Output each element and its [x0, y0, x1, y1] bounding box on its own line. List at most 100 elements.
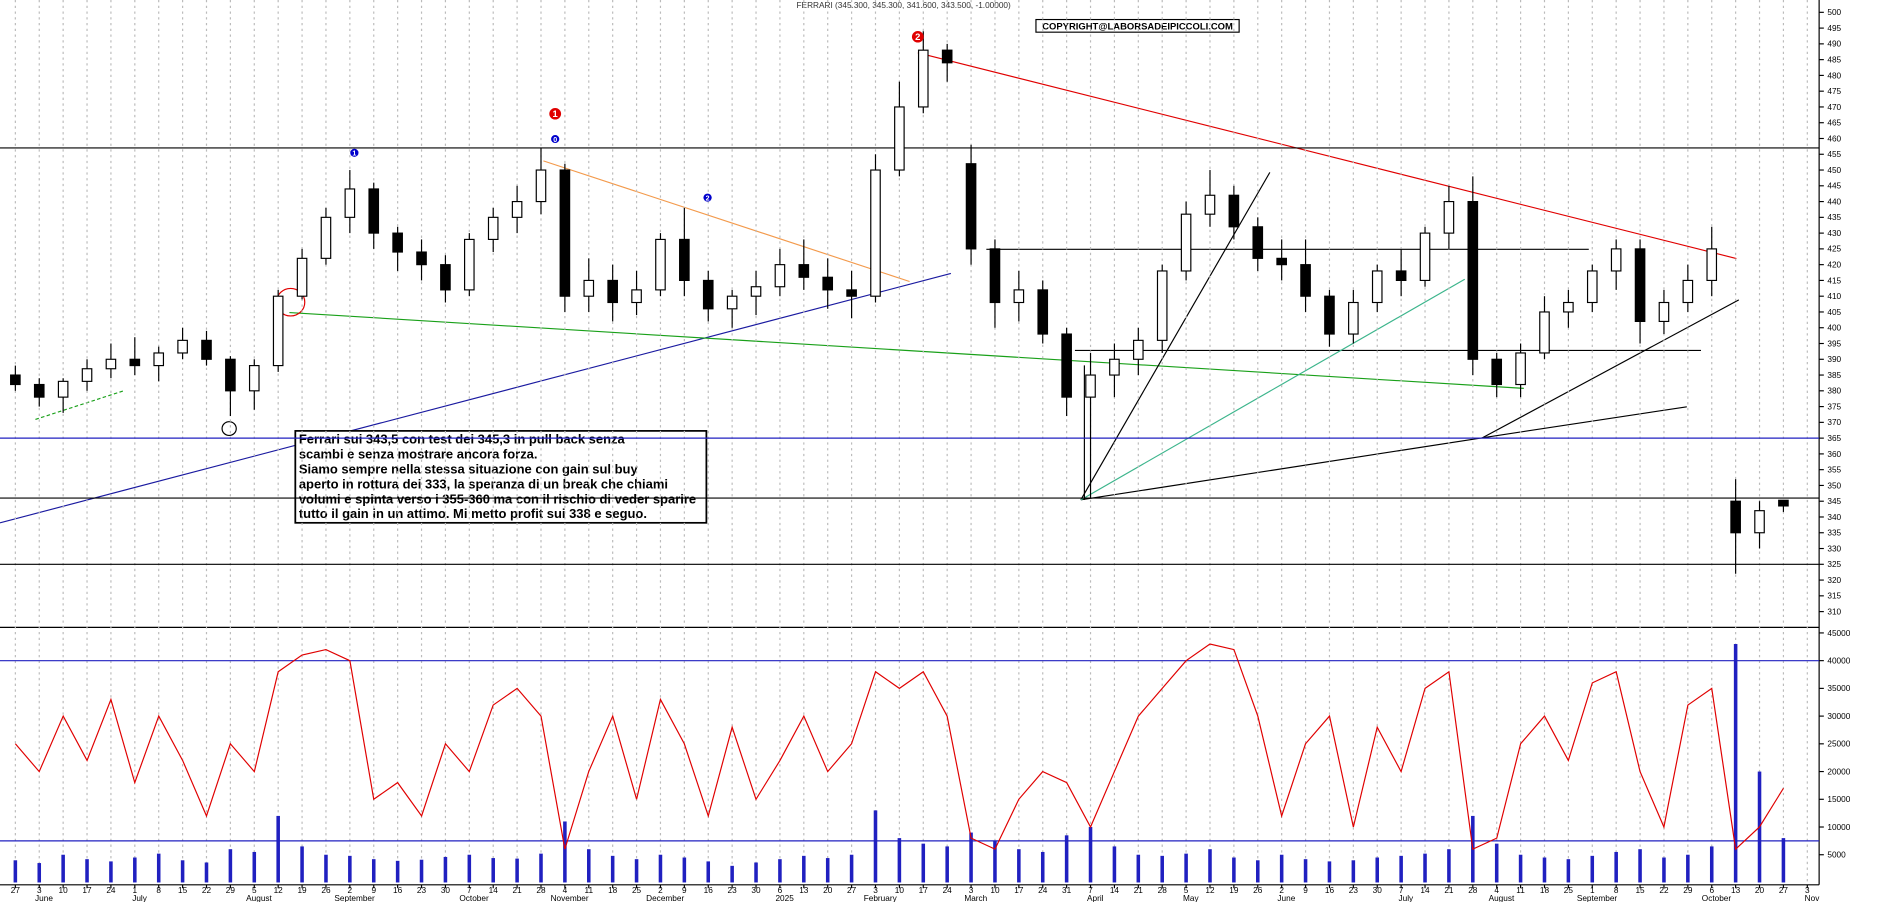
month-label: June — [1277, 894, 1295, 902]
marker-dot — [911, 31, 924, 43]
candle-body — [1467, 200, 1479, 360]
month-label: November — [551, 894, 589, 902]
candle-body — [248, 365, 260, 392]
y-tick-label: 415 — [1827, 276, 1841, 285]
x-tick-label: 21 — [1444, 886, 1454, 895]
x-tick-label: 7 — [1088, 886, 1093, 895]
volume-bar — [802, 855, 806, 883]
y-tick-label: 365 — [1827, 434, 1841, 443]
month-label: August — [1489, 894, 1515, 902]
x-tick-label: 23 — [728, 886, 738, 895]
candle-body — [464, 238, 475, 291]
volume-bar — [395, 860, 400, 883]
x-tick-label: 4 — [563, 886, 568, 895]
candle-body — [1491, 358, 1503, 386]
candle-body — [822, 276, 834, 291]
y2-tick-label: 45000 — [1827, 629, 1850, 638]
candle-body — [33, 383, 45, 398]
y-tick-label: 420 — [1827, 261, 1841, 270]
volume-bar — [348, 855, 352, 883]
y-tick-label: 350 — [1827, 481, 1841, 490]
y-tick-label: 315 — [1827, 592, 1841, 601]
trend-line — [289, 311, 1524, 389]
volume-bar — [1542, 857, 1547, 883]
candle-body — [1085, 374, 1096, 398]
x-tick-label: 31 — [1062, 886, 1072, 895]
x-tick-label: 22 — [202, 886, 212, 895]
candle-body — [1252, 226, 1264, 259]
candle-body — [679, 238, 690, 281]
candle-body — [487, 216, 499, 240]
x-tick-label: 15 — [1635, 886, 1645, 895]
x-tick-label: 18 — [608, 886, 618, 895]
annotation-line: aperto in rottura dei 333, la speranza d… — [299, 477, 668, 492]
candle-body — [368, 188, 380, 234]
x-tick-label: 12 — [274, 886, 284, 895]
volume-bar — [156, 853, 161, 883]
candle-body — [726, 295, 738, 310]
y-tick-label: 455 — [1827, 150, 1841, 159]
marker-dot — [703, 193, 712, 202]
x-tick-label: 30 — [1373, 886, 1383, 895]
y2-tick-label: 35000 — [1827, 684, 1850, 693]
volume-bar — [1518, 854, 1523, 883]
candle-body — [941, 49, 953, 64]
y-tick-label: 450 — [1827, 166, 1841, 175]
month-label: October — [1702, 894, 1732, 902]
candle-body — [559, 169, 571, 297]
candle-body — [105, 358, 117, 370]
y-tick-label: 330 — [1827, 544, 1841, 553]
candle-body — [177, 339, 188, 354]
candle-body — [10, 374, 21, 386]
candle-body — [1730, 500, 1741, 534]
y-tick-label: 335 — [1827, 529, 1841, 538]
volume-bar — [873, 810, 878, 883]
x-tick-label: 30 — [751, 886, 761, 895]
x-tick-label: 29 — [1683, 886, 1693, 895]
volume-bar — [1064, 835, 1069, 883]
y-tick-label: 380 — [1827, 387, 1841, 396]
candle-body — [1658, 301, 1670, 323]
copyright: COPYRIGHT@LABORSADEIPICCOLI.COM — [1042, 21, 1233, 31]
x-tick-label: 28 — [1468, 886, 1478, 895]
annotation-line: tutto il gain in un attimo. Mi metto pro… — [299, 506, 647, 521]
candle-body — [1109, 358, 1120, 376]
month-label: Nov — [1805, 894, 1821, 902]
candle-body — [631, 289, 642, 304]
candle-body — [1324, 295, 1335, 335]
candle-body — [296, 257, 308, 297]
candle-body — [440, 264, 451, 291]
marker-dot — [350, 148, 359, 157]
volume-bar — [1733, 644, 1738, 883]
candle-body — [81, 368, 93, 382]
candle-body — [1539, 311, 1550, 354]
candle-body — [535, 169, 547, 203]
volume-bar — [133, 857, 137, 883]
y-tick-label: 435 — [1827, 213, 1841, 222]
trend-line — [1080, 172, 1271, 501]
x-tick-label: 25 — [1564, 886, 1574, 895]
x-tick-label: 5 — [252, 886, 257, 895]
trend-line — [0, 272, 952, 524]
y-tick-label: 385 — [1827, 371, 1841, 380]
volume-bar — [1112, 846, 1117, 883]
candle-body — [870, 169, 881, 297]
x-tick-label: 29 — [226, 886, 236, 895]
month-label: July — [1399, 894, 1415, 902]
candle-body — [129, 358, 141, 367]
x-tick-label: 3 — [37, 886, 42, 895]
candle-body — [153, 352, 165, 367]
y-tick-label: 345 — [1827, 497, 1841, 506]
volume-bar — [1709, 846, 1714, 883]
y-tick-label: 500 — [1827, 8, 1841, 17]
y-tick-label: 460 — [1827, 134, 1841, 143]
x-tick-label: 21 — [513, 886, 523, 895]
volume-bar — [419, 859, 424, 883]
x-tick-label: 26 — [1253, 886, 1263, 895]
annotation-line: scambi e senza mostrare ancora forza. — [299, 447, 538, 462]
x-tick-label: 4 — [1494, 886, 1499, 895]
volume-bar — [515, 858, 519, 883]
volume-bar — [1614, 851, 1618, 883]
volume-bar — [1447, 849, 1451, 883]
